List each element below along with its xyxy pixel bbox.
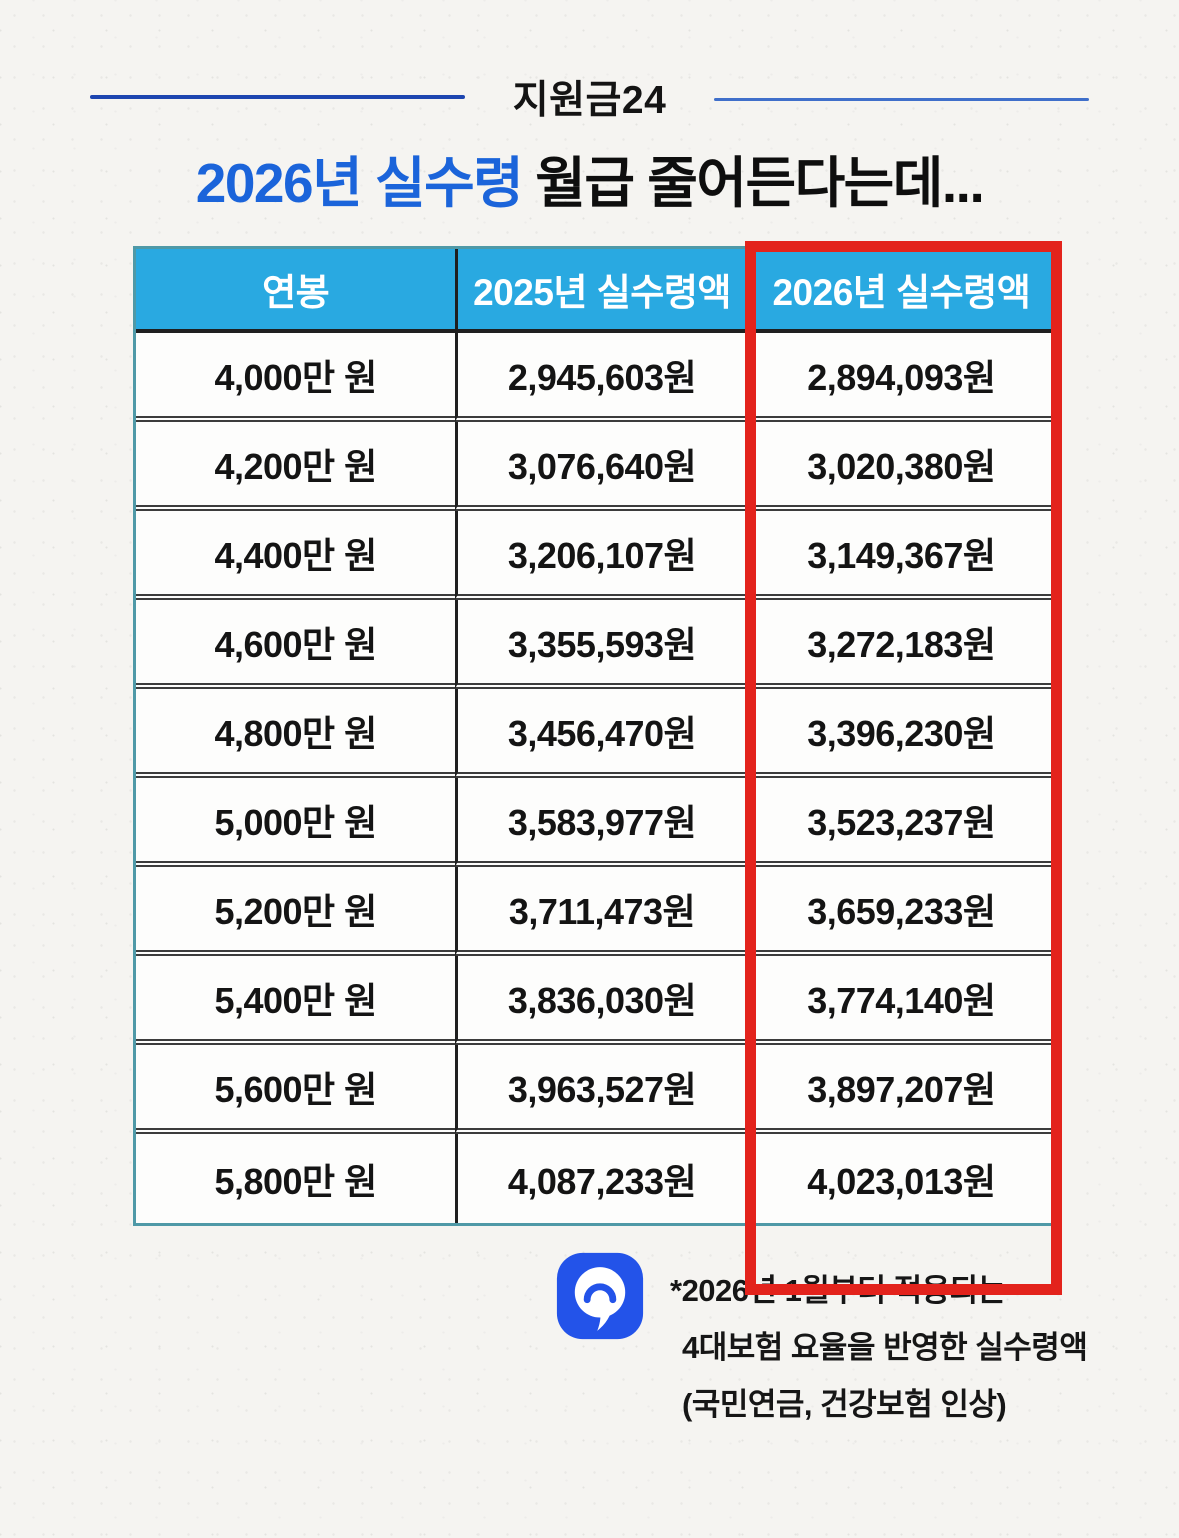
table-row: 5,800만 원 4,087,233원 4,023,013원 [136,1134,1054,1223]
net-pay-table: 연봉 2025년 실수령액 2026년 실수령액 4,000만 원 2,945,… [133,246,1057,1226]
net-2025-cell: 2,945,603원 [455,333,746,422]
footnote-text: *2026년 1월부터 적용되는 4대보험 요율을 반영한 실수령액 (국민연금… [670,1252,1088,1433]
salary-cell: 5,000만 원 [136,778,456,867]
net-2025-cell: 3,076,640원 [455,422,746,511]
net-2026-cell: 3,149,367원 [745,511,1054,600]
page-title-highlight: 2026년 실수령 [195,152,524,214]
net-2026-cell: 3,774,140원 [745,956,1054,1045]
header-rule-right [714,97,1089,101]
net-2025-cell: 3,836,030원 [455,956,746,1045]
table-row: 4,800만 원 3,456,470원 3,396,230원 [136,689,1054,778]
table-row: 5,000만 원 3,583,977원 3,523,237원 [136,778,1054,867]
net-pay-table-wrap: 연봉 2025년 실수령액 2026년 실수령액 4,000만 원 2,945,… [133,241,1062,1295]
net-2025-cell: 3,711,473원 [455,867,746,956]
net-2026-cell: 3,020,380원 [745,422,1054,511]
brand-label: 지원금24 [512,79,667,122]
salary-cell: 4,800만 원 [136,689,456,778]
net-2026-cell: 2,894,093원 [745,333,1054,422]
page-title: 2026년 실수령 월급 줄어든다는데... [0,138,1179,218]
salary-cell: 5,600만 원 [136,1045,456,1134]
footnote-line: (국민연금, 건강보험 인상) [682,1387,1007,1423]
page-title-rest: 월급 줄어든다는데... [535,152,984,214]
net-2026-cell: 3,272,183원 [745,600,1054,689]
table-row: 4,400만 원 3,206,107원 3,149,367원 [136,511,1054,600]
net-2025-cell: 3,206,107원 [455,511,746,600]
table-row: 4,600만 원 3,355,593원 3,272,183원 [136,600,1054,689]
table-body: 4,000만 원 2,945,603원 2,894,093원 4,200만 원 … [136,333,1054,1223]
footnote-line: 4대보험 요율을 반영한 실수령액 [682,1330,1088,1366]
speech-bubble-icon [556,1252,644,1340]
salary-cell: 4,400만 원 [136,511,456,600]
footnote-line: *2026년 1월부터 적용되는 [670,1273,1006,1308]
footnote: *2026년 1월부터 적용되는 4대보험 요율을 반영한 실수령액 (국민연금… [556,1252,1179,1433]
column-header-2026: 2026년 실수령액 [745,249,1054,333]
header-rule-left [90,95,465,99]
net-2026-cell: 3,659,233원 [745,867,1054,956]
column-header-salary: 연봉 [136,249,456,333]
salary-cell: 4,600만 원 [136,600,456,689]
salary-cell: 4,000만 원 [136,333,456,422]
net-2025-cell: 3,583,977원 [455,778,746,867]
net-2026-cell: 3,396,230원 [745,689,1054,778]
net-2025-cell: 3,963,527원 [455,1045,746,1134]
salary-cell: 5,400만 원 [136,956,456,1045]
column-header-2025: 2025년 실수령액 [455,249,746,333]
table-row: 4,000만 원 2,945,603원 2,894,093원 [136,333,1054,422]
net-2025-cell: 4,087,233원 [455,1134,745,1223]
table-row: 5,600만 원 3,963,527원 3,897,207원 [136,1045,1054,1134]
net-2025-cell: 3,456,470원 [455,689,746,778]
table-row: 5,200만 원 3,711,473원 3,659,233원 [136,867,1054,956]
net-2026-cell: 3,523,237원 [745,778,1054,867]
salary-cell: 5,200만 원 [136,867,456,956]
salary-cell: 4,200만 원 [136,422,456,511]
brand-row: 지원금24 [0,72,1179,122]
table-row: 5,400만 원 3,836,030원 3,774,140원 [136,956,1054,1045]
salary-cell: 5,800만 원 [214,1160,377,1202]
table-header-row: 연봉 2025년 실수령액 2026년 실수령액 [136,249,1054,333]
net-2026-cell: 3,897,207원 [745,1045,1054,1134]
net-2026-cell: 4,023,013원 [745,1134,1054,1223]
table-row: 4,200만 원 3,076,640원 3,020,380원 [136,422,1054,511]
net-2025-cell: 3,355,593원 [455,600,746,689]
